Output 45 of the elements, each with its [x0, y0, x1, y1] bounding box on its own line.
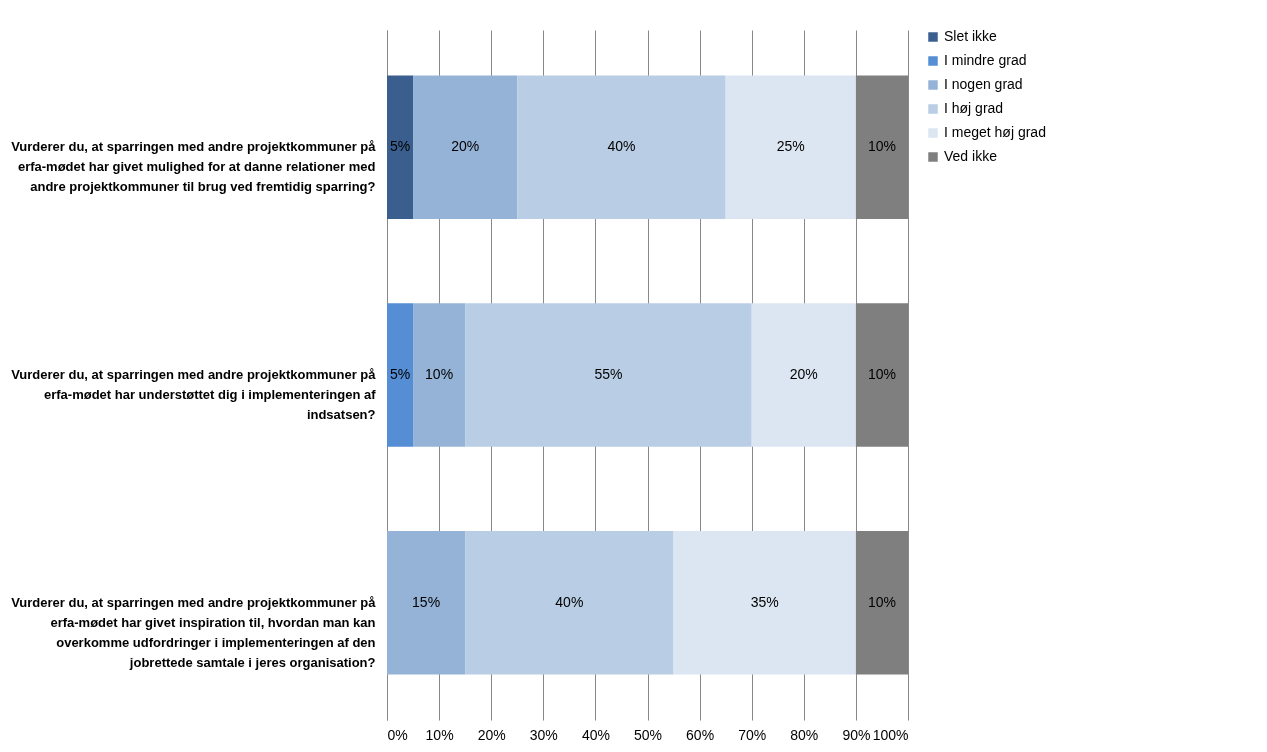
data-label: 10% — [425, 366, 454, 382]
y-tick-label: Vurderer du, at sparringen med andre projektkommuner på erfa-mødet har givet inspiration til, hvordan man kan overkomme udfordringer i implementeringen af den jobrettede samtale i jeres organisation? — [11, 594, 377, 670]
data-label: 5% — [389, 138, 411, 155]
x-tick-label: 70% — [738, 726, 767, 743]
bar — [465, 530, 674, 675]
x-tick-label: 20% — [477, 726, 506, 743]
bar — [413, 303, 466, 447]
data-label: 25% — [776, 138, 805, 155]
x-tick-label: 90% — [842, 726, 871, 743]
legend-label: I mindre grad — [944, 52, 1027, 68]
legend-label: I meget høj grad — [944, 124, 1046, 140]
bar — [387, 530, 466, 675]
x-tick-label: 100% — [872, 726, 909, 743]
bar — [751, 303, 856, 447]
x-tick-label: 80% — [790, 726, 819, 743]
data-label: 40% — [607, 138, 636, 155]
data-label: 10% — [867, 138, 896, 155]
data-label: 55% — [594, 366, 623, 382]
data-label: 20% — [789, 366, 818, 382]
legend-label: I høj grad — [944, 100, 1004, 116]
y-tick-label: Vurderer du, at sparringen med andre projektkommuner på erfa-mødet har givet mulighed for at danne relationer med andre projektkommuner til brug ved fremtidig sparring? — [11, 139, 377, 195]
x-tick-label: 50% — [633, 726, 663, 743]
legend-label: I nogen grad — [944, 76, 1023, 92]
bar — [387, 303, 414, 447]
data-label: 15% — [412, 593, 441, 610]
x-tick-label: 30% — [529, 726, 558, 743]
data-label: 10% — [867, 593, 896, 610]
bar — [517, 75, 726, 220]
data-label: 40% — [555, 593, 584, 610]
data-label: 20% — [451, 138, 480, 155]
bar — [413, 75, 518, 220]
x-tick-label: 60% — [686, 726, 715, 743]
bar — [725, 75, 856, 220]
legend-label: Ved ikke — [944, 148, 998, 164]
legend-label: Slet ikke — [944, 28, 998, 44]
bar — [387, 75, 414, 220]
data-label: 35% — [750, 593, 779, 610]
bar — [673, 530, 856, 675]
x-tick-label: 0% — [387, 726, 408, 743]
data-label: 10% — [867, 366, 896, 382]
x-tick-label: 40% — [581, 726, 610, 743]
y-tick-label: Vurderer du, at sparringen med andre projektkommuner på erfa-mødet har understøttet dig i implementeringen af indsatsen? — [11, 367, 377, 422]
x-tick-label: 10% — [425, 726, 454, 743]
data-label: 5% — [389, 366, 411, 382]
bar — [465, 303, 752, 447]
